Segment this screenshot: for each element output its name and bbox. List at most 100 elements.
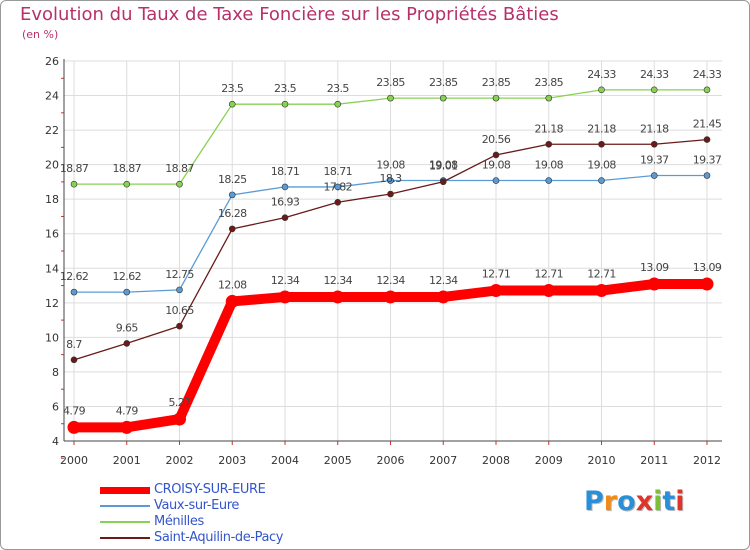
data-label: 10.65 [165, 304, 194, 317]
data-label: 20.56 [482, 133, 511, 146]
data-point [334, 100, 342, 108]
data-label: 19.01 [429, 160, 458, 173]
data-point [67, 420, 81, 434]
data-label: 12.34 [324, 274, 353, 287]
data-label: 23.5 [221, 82, 244, 95]
data-label: 12.08 [218, 278, 247, 291]
data-label: 16.28 [218, 207, 247, 220]
data-label: 18.71 [271, 165, 300, 178]
data-label: 8.7 [66, 338, 82, 351]
data-label: 18.87 [113, 162, 142, 175]
data-label: 21.45 [693, 118, 722, 131]
data-point [545, 177, 553, 184]
data-point [545, 94, 553, 102]
data-point [70, 180, 78, 188]
data-label: 18.3 [379, 172, 402, 185]
y-tick-label: 20 [45, 159, 59, 172]
data-point [439, 94, 447, 102]
logo-letter: P [584, 486, 604, 517]
x-tick-label: 2010 [588, 454, 616, 467]
proxiti-logo: Proxiti [584, 486, 685, 517]
data-point [176, 286, 183, 294]
data-point [176, 322, 183, 330]
data-point [598, 140, 605, 148]
data-labels: 4.79 4.79 5.27 12.08 12.34 12.34 12.34 12.34 12.… [60, 68, 723, 418]
data-label: 19.37 [693, 154, 722, 167]
data-point [598, 86, 605, 94]
data-point [120, 420, 134, 434]
y-tick-label: 18 [45, 193, 59, 206]
data-label: 19.08 [482, 159, 511, 172]
data-point [225, 294, 239, 308]
data-label: 21.18 [587, 122, 616, 135]
legend-label: Saint-Aquilin-de-Pacy [154, 530, 284, 545]
data-label: 19.08 [376, 159, 405, 172]
data-point [703, 136, 711, 143]
data-point [492, 94, 500, 102]
x-tick-label: 2002 [166, 454, 194, 467]
data-point [703, 86, 711, 94]
x-tick-label: 2004 [271, 454, 299, 467]
data-label: 4.79 [63, 404, 86, 417]
data-point [700, 277, 714, 291]
chart-title: Evolution du Taux de Taxe Foncière sur l… [20, 4, 559, 25]
data-label: 16.93 [271, 196, 300, 209]
data-point [650, 140, 658, 148]
data-point [176, 180, 183, 188]
legend-label: Vaux-sur-Eure [154, 498, 240, 513]
data-label: 4.79 [116, 404, 139, 417]
data-label: 23.85 [482, 76, 511, 89]
x-tick-label: 2008 [482, 454, 510, 467]
data-point [281, 214, 289, 221]
data-point [334, 183, 342, 191]
data-label: 13.09 [640, 261, 669, 274]
data-point [228, 225, 236, 233]
data-label: 9.65 [116, 321, 139, 334]
data-label: 19.08 [587, 159, 616, 172]
data-label: 19.08 [429, 159, 458, 172]
data-label: 19.37 [640, 154, 669, 167]
data-label: 5.27 [168, 396, 191, 409]
y-tick-label: 24 [45, 90, 59, 103]
legend-swatch [100, 537, 150, 539]
y-tick-label: 26 [45, 55, 59, 68]
data-point [598, 177, 605, 184]
x-tick-label: 2012 [693, 454, 721, 467]
data-point [545, 140, 553, 148]
data-point [439, 178, 447, 186]
logo-letter: x [635, 486, 654, 517]
x-tick-label: 2006 [377, 454, 405, 467]
data-label: 24.33 [693, 68, 722, 81]
data-point [647, 277, 661, 291]
series-points [67, 86, 714, 434]
legend-swatch [100, 505, 150, 507]
data-point [492, 151, 500, 159]
data-point [650, 172, 658, 179]
data-label: 21.18 [640, 122, 669, 135]
y-axis-unit-label: (en %) [22, 28, 59, 41]
logo-letter: t [662, 486, 676, 517]
y-tick-label: 4 [52, 435, 59, 448]
tick-labels: 4 6 8 10 12 14 16 18 20 22 24 26 2000 2001 2002 2003 200… [45, 55, 721, 467]
y-tick-label: 12 [45, 297, 59, 310]
data-point [542, 284, 556, 298]
data-label: 13.09 [693, 261, 722, 274]
data-point [387, 177, 394, 184]
legend-label: Ménilles [154, 514, 204, 529]
x-tick-label: 2003 [218, 454, 246, 467]
data-point [387, 94, 394, 102]
data-point [228, 191, 236, 199]
data-point [281, 100, 289, 108]
data-label: 12.71 [482, 268, 511, 281]
data-point [331, 290, 345, 304]
y-tick-label: 14 [45, 262, 59, 275]
logo-letter: i [653, 486, 663, 517]
x-tick-label: 2011 [640, 454, 668, 467]
data-label: 21.18 [535, 122, 564, 135]
data-label: 17.82 [324, 180, 353, 193]
data-label: 18.71 [324, 165, 353, 178]
y-tick-label: 6 [52, 400, 59, 413]
axes [61, 59, 722, 459]
data-point [281, 183, 289, 191]
